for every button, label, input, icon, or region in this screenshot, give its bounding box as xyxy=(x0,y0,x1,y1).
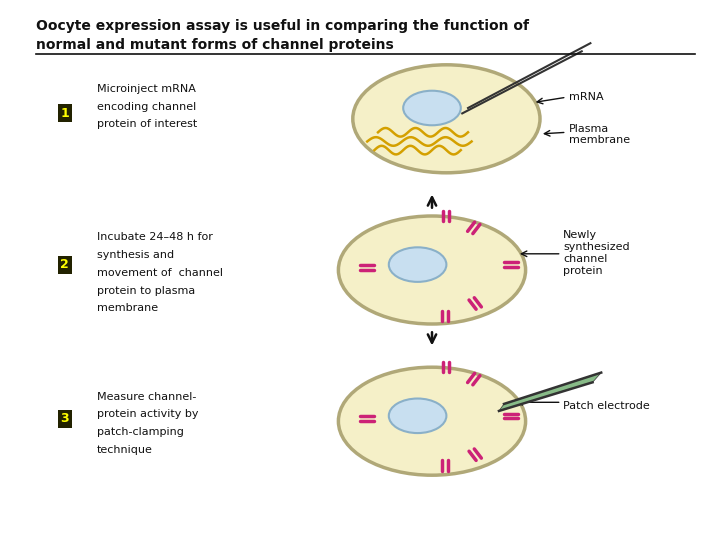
Text: technique: technique xyxy=(97,445,153,455)
Text: normal and mutant forms of channel proteins: normal and mutant forms of channel prote… xyxy=(36,38,394,52)
Polygon shape xyxy=(499,373,601,411)
Text: membrane: membrane xyxy=(569,136,630,145)
Ellipse shape xyxy=(389,247,446,282)
Text: Newly: Newly xyxy=(563,230,597,240)
Ellipse shape xyxy=(403,91,461,125)
Text: protein activity by: protein activity by xyxy=(97,409,199,420)
Text: Measure channel-: Measure channel- xyxy=(97,392,197,402)
Text: encoding channel: encoding channel xyxy=(97,102,197,112)
Text: channel: channel xyxy=(563,254,608,264)
Text: synthesized: synthesized xyxy=(563,242,630,252)
Text: 2: 2 xyxy=(60,258,69,271)
Text: 3: 3 xyxy=(60,412,69,425)
Text: Incubate 24–48 h for: Incubate 24–48 h for xyxy=(97,232,213,242)
Text: protein: protein xyxy=(563,266,603,275)
Ellipse shape xyxy=(338,367,526,475)
Ellipse shape xyxy=(389,399,446,433)
Text: patch-clamping: patch-clamping xyxy=(97,427,184,437)
Text: mRNA: mRNA xyxy=(569,92,603,102)
Text: Oocyte expression assay is useful in comparing the function of: Oocyte expression assay is useful in com… xyxy=(36,19,529,33)
Text: protein of interest: protein of interest xyxy=(97,119,197,130)
Text: 1: 1 xyxy=(60,107,69,120)
Text: Patch electrode: Patch electrode xyxy=(563,401,649,411)
Text: Microinject mRNA: Microinject mRNA xyxy=(97,84,196,94)
Text: membrane: membrane xyxy=(97,303,158,314)
Text: protein to plasma: protein to plasma xyxy=(97,286,195,296)
Text: movement of  channel: movement of channel xyxy=(97,268,223,278)
Text: synthesis and: synthesis and xyxy=(97,250,174,260)
Ellipse shape xyxy=(353,65,540,173)
Ellipse shape xyxy=(338,216,526,324)
Text: Plasma: Plasma xyxy=(569,124,609,133)
